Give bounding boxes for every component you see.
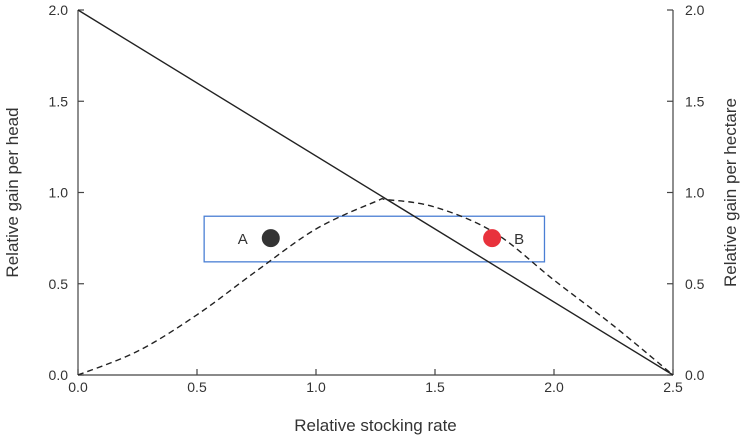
point-label-b: B: [514, 231, 524, 248]
x-tick-label: 2.5: [663, 379, 683, 395]
y-tick-label: 2.0: [49, 2, 69, 18]
x-axis-label: Relative stocking rate: [294, 416, 457, 435]
y2-tick-label: 2.0: [685, 2, 705, 18]
x-tick-label: 2.0: [544, 379, 564, 395]
y-axis-label: Relative gain per head: [3, 107, 22, 277]
y2-tick-label: 1.0: [685, 185, 705, 201]
y2-tick-label: 0.5: [685, 276, 705, 292]
gain-per-hectare-line: [77, 197, 674, 376]
y-tick-label: 1.0: [49, 185, 69, 201]
point-b: [483, 229, 502, 248]
y2-axis-label: Relative gain per hectare: [721, 98, 740, 287]
y2-tick-label: 0.0: [685, 367, 705, 383]
x-tick-label: 1.0: [306, 379, 326, 395]
highlight-box: [203, 215, 546, 263]
y-tick-label: 0.5: [49, 276, 69, 292]
y-tick-label: 1.5: [49, 93, 69, 109]
point-a: [261, 229, 280, 248]
gain-per-head-line: [77, 9, 674, 376]
point-label-a: A: [238, 231, 248, 248]
x-tick-label: 1.5: [425, 379, 445, 395]
y2-tick-label: 1.5: [685, 93, 705, 109]
y-tick-label: 0.0: [49, 367, 69, 383]
x-tick-label: 0.5: [187, 379, 207, 395]
x-tick-label: 0.0: [68, 379, 88, 395]
